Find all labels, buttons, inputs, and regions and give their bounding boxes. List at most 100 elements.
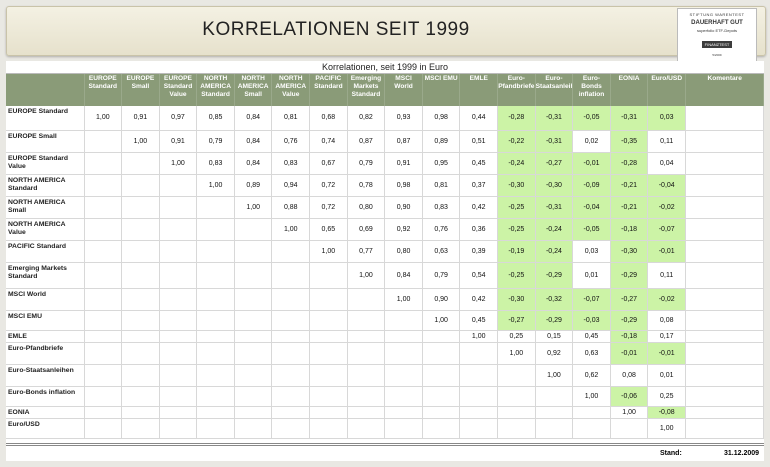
correlation-cell: -0,07 (647, 218, 686, 241)
column-header: EONIA (610, 74, 649, 106)
correlation-cell: 0,37 (459, 174, 499, 197)
comment-cell (685, 174, 765, 197)
correlation-cell (84, 174, 123, 197)
correlation-cell: -0,02 (647, 288, 686, 311)
correlation-cell (271, 262, 311, 289)
correlation-sheet: Korrelationen, seit 1999 in Euro EUROPE … (6, 61, 765, 464)
correlation-cell: -0,29 (610, 262, 649, 289)
correlation-cell (422, 342, 461, 365)
correlation-cell (84, 240, 123, 263)
correlation-cell (121, 196, 160, 219)
correlation-cell (384, 310, 423, 331)
row-label: NORTH AMERICA Standard (6, 174, 85, 197)
correlation-cell: 0,63 (572, 342, 611, 365)
correlation-cell (121, 364, 160, 387)
comment-cell (685, 288, 765, 311)
correlation-cell (459, 364, 499, 387)
correlation-cell (497, 364, 536, 387)
correlation-cell (309, 310, 348, 331)
row-label: EUROPE Standard Value (6, 152, 85, 175)
correlation-cell: -0,18 (610, 218, 649, 241)
correlation-cell: -0,18 (610, 330, 649, 343)
correlation-cell: -0,27 (610, 288, 649, 311)
correlation-cell: -0,30 (610, 240, 649, 263)
seal-line-1: STIFTUNG WARENTEST (689, 12, 745, 17)
correlation-cell (309, 386, 348, 407)
correlation-cell (384, 330, 423, 343)
correlation-cell: 0,80 (384, 240, 423, 263)
correlation-cell (535, 418, 574, 439)
correlation-cell: 0,83 (271, 152, 311, 175)
correlation-cell (497, 406, 536, 419)
correlation-cell (459, 418, 499, 439)
correlation-cell (422, 406, 461, 419)
correlation-cell (84, 218, 123, 241)
table-row: NORTH AMERICA Standard 1,00 0,89 0,94 0,72 0,… (6, 174, 765, 197)
correlation-cell: 0,91 (159, 130, 198, 153)
correlation-cell (234, 330, 273, 343)
correlation-cell: 1,00 (459, 330, 499, 343)
correlation-cell (196, 418, 235, 439)
column-header: Euro-Bonds inflation (572, 74, 611, 106)
correlation-cell (572, 406, 611, 419)
correlation-cell: 0,82 (347, 106, 386, 131)
correlation-cell: 0,88 (271, 196, 311, 219)
correlation-cell: -0,29 (610, 310, 649, 331)
correlation-cell: 0,84 (384, 262, 423, 289)
correlation-cell: 0,81 (271, 106, 311, 131)
comment-cell (685, 418, 765, 439)
correlation-cell: -0,29 (535, 310, 574, 331)
correlation-cell: 0,72 (309, 196, 348, 219)
correlation-cell (121, 218, 160, 241)
correlation-cell (384, 364, 423, 387)
table-footer: Stand: 31.12.2009 (6, 443, 764, 464)
correlation-cell (84, 262, 123, 289)
correlation-cell: 1,00 (572, 386, 611, 407)
table-row: EMLE 1,00 0,25 0,15 0,45 -0,18 0,17 (6, 330, 765, 343)
correlation-cell: 0,83 (196, 152, 235, 175)
seal-line-4: FINANZTEST (701, 41, 733, 48)
correlation-cell: 0,85 (196, 106, 235, 131)
correlation-cell (84, 406, 123, 419)
correlation-cell: -0,21 (610, 174, 649, 197)
correlation-cell (234, 262, 273, 289)
correlation-cell: -0,24 (535, 240, 574, 263)
correlation-cell (159, 342, 198, 365)
correlation-cell: 0,67 (309, 152, 348, 175)
table-row: NORTH AMERICA Value 1,00 0,65 0,69 0,92 0,76 0… (6, 218, 765, 241)
column-header: EUROPE Standard (84, 74, 123, 106)
row-label: Emerging Markets Standard (6, 262, 85, 289)
table-row: Emerging Markets Standard 1,00 0,84 0,79 0,5… (6, 262, 765, 289)
comment-column-header: Komentare (685, 74, 765, 106)
table-row: PACIFIC Standard 1,00 0,77 0,80 0,63 0,39 -0,1… (6, 240, 765, 263)
correlation-cell: 0,79 (196, 130, 235, 153)
row-label: PACIFIC Standard (6, 240, 85, 263)
comment-cell (685, 406, 765, 419)
correlation-cell: 0,87 (347, 130, 386, 153)
column-header: MSCI EMU (422, 74, 461, 106)
correlation-cell: 0,62 (572, 364, 611, 387)
correlation-cell: -0,24 (497, 152, 536, 175)
comment-cell (685, 330, 765, 343)
row-label: EMLE (6, 330, 85, 343)
correlation-cell: -0,25 (497, 218, 536, 241)
correlation-cell (196, 406, 235, 419)
correlation-cell (497, 418, 536, 439)
correlation-cell (84, 310, 123, 331)
column-header: NORTH AMERICA Small (234, 74, 273, 106)
correlation-cell (196, 364, 235, 387)
correlation-cell: 0,03 (572, 240, 611, 263)
correlation-cell (309, 364, 348, 387)
correlation-cell (347, 406, 386, 419)
correlation-cell (196, 240, 235, 263)
correlation-cell (271, 330, 311, 343)
correlation-cell: -0,02 (647, 196, 686, 219)
correlation-cell (159, 288, 198, 311)
correlation-cell (422, 364, 461, 387)
correlation-cell: 1,00 (535, 364, 574, 387)
correlation-cell: 0,95 (422, 152, 461, 175)
correlation-cell (347, 418, 386, 439)
correlation-cell (234, 406, 273, 419)
correlation-cell: 0,91 (121, 106, 160, 131)
correlation-cell (234, 418, 273, 439)
